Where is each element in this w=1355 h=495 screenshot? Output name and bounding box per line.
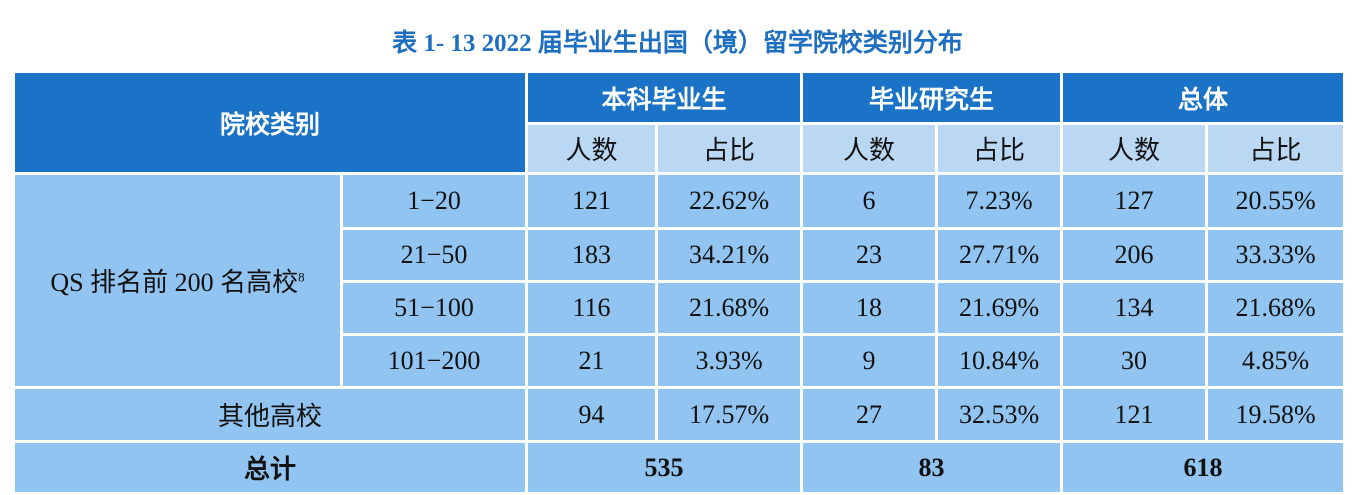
cell: 21 xyxy=(525,333,659,389)
sub-header: 占比 xyxy=(935,122,1064,175)
cell: 22.62% xyxy=(655,172,804,230)
cell: 19.58% xyxy=(1205,386,1347,443)
table-row: 总计 535 83 618 xyxy=(11,440,1347,495)
cell: 18 xyxy=(800,280,939,336)
table-title: 表 1- 13 2022 届毕业生出国（境）留学院校类别分布 xyxy=(392,30,963,57)
total-cell: 535 xyxy=(525,440,804,495)
table-row: 其他高校 94 17.57% 27 32.53% 121 19.58% xyxy=(11,386,1347,443)
sub-header: 人数 xyxy=(525,122,659,175)
table-row: 21−50 183 34.21% 23 27.71% 206 33.33% xyxy=(14,227,1347,283)
row-label: 101−200 xyxy=(339,333,529,389)
cell: 27 xyxy=(800,386,939,443)
cell: 127 xyxy=(1060,172,1209,230)
sub-header: 占比 xyxy=(655,122,804,175)
sub-header: 人数 xyxy=(800,122,939,175)
group-header: 本科毕业生 xyxy=(525,70,804,125)
cell: 17.57% xyxy=(655,386,804,443)
row-label: 其他高校 xyxy=(11,386,529,443)
cell: 32.53% xyxy=(935,386,1064,443)
cell: 94 xyxy=(525,386,659,443)
cell: 121 xyxy=(525,172,659,230)
cell: 3.93% xyxy=(655,333,804,389)
cell: 121 xyxy=(1060,386,1209,443)
table-row: 101−200 21 3.93% 9 10.84% 30 4.85% xyxy=(14,333,1347,389)
cell: 21.69% xyxy=(935,280,1064,336)
cell: 21.68% xyxy=(655,280,804,336)
cell: 183 xyxy=(525,227,659,283)
table-row: QS 排名前 200 名高校8 1−20 121 22.62% 6 7.23% 127 20.… xyxy=(12,172,1347,389)
sub-header: 人数 xyxy=(1060,122,1209,175)
total-label: 总计 xyxy=(11,440,529,495)
row-label: 51−100 xyxy=(339,280,529,336)
cell: 21.68% xyxy=(1205,280,1347,336)
row-label: 21−50 xyxy=(339,227,529,283)
total-cell: 83 xyxy=(800,440,1064,495)
cell: 27.71% xyxy=(935,227,1064,283)
cell: 7.23% xyxy=(935,172,1064,230)
cell: 10.84% xyxy=(935,333,1064,389)
table-row: 院校类别 本科毕业生 毕业研究生 总体 xyxy=(11,70,1347,175)
total-cell: 618 xyxy=(1060,440,1347,495)
cell: 9 xyxy=(800,333,939,389)
cell: 4.85% xyxy=(1205,333,1347,389)
label: QS 排名前 200 名高校 xyxy=(50,268,299,297)
table-row: 人数 占比 人数 占比 人数 占比 xyxy=(14,122,1347,175)
cell: 116 xyxy=(525,280,659,336)
group-header: 毕业研究生 xyxy=(800,70,1064,125)
cell: 34.21% xyxy=(655,227,804,283)
cell: 206 xyxy=(1060,227,1209,283)
cell: 20.55% xyxy=(1205,172,1347,230)
header-cell: 院校类别 xyxy=(11,70,529,175)
row-label: 1−20 xyxy=(339,172,529,230)
table: 院校类别 本科毕业生 毕业研究生 总体 人数 占比 人数 占比 人数 占比 QS 排名前 200 名… xyxy=(11,70,1347,495)
row-group-label: QS 排名前 200 名高校8 xyxy=(12,172,343,389)
sub-header: 占比 xyxy=(1205,122,1347,175)
cell: 6 xyxy=(800,172,939,230)
cell: 134 xyxy=(1060,280,1209,336)
cell: 30 xyxy=(1060,333,1209,389)
table-row: 51−100 116 21.68% 18 21.69% 134 21.68% xyxy=(14,280,1347,336)
cell: 33.33% xyxy=(1205,227,1347,283)
cell: 23 xyxy=(800,227,939,283)
group-header: 总体 xyxy=(1060,70,1347,125)
footnote: 8 xyxy=(298,269,305,285)
